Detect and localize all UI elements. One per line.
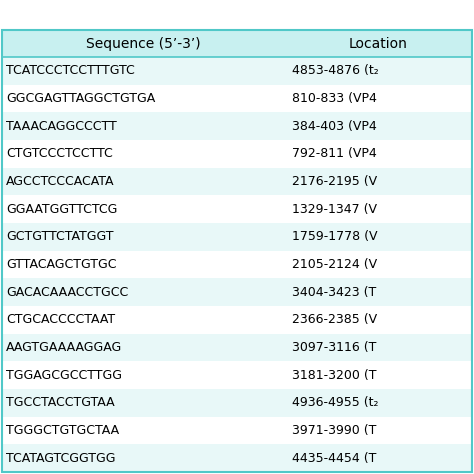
Text: TGGAGCGCCTTGG: TGGAGCGCCTTGG — [6, 369, 122, 382]
Bar — [2, 195, 472, 223]
Bar — [2, 223, 472, 251]
Text: Sequence (5’-3’): Sequence (5’-3’) — [86, 36, 201, 51]
Text: GACACAAACCTGCC: GACACAAACCTGCC — [6, 286, 128, 299]
Text: GGAATGGTTCTCG: GGAATGGTTCTCG — [6, 203, 118, 216]
Text: TAAACAGGCCCTT: TAAACAGGCCCTT — [6, 119, 117, 133]
Bar — [2, 251, 472, 278]
Text: 2366-2385 (V: 2366-2385 (V — [292, 313, 377, 326]
Bar — [2, 278, 472, 306]
Bar — [2, 361, 472, 389]
Text: Location: Location — [348, 36, 408, 51]
Text: 810-833 (VP4: 810-833 (VP4 — [292, 92, 377, 105]
Text: 3971-3990 (T: 3971-3990 (T — [292, 424, 376, 437]
Bar — [2, 30, 472, 57]
Text: TCATCCCTCCTTTGTC: TCATCCCTCCTTTGTC — [6, 64, 135, 77]
Text: AGCCTCCCACATA: AGCCTCCCACATA — [6, 175, 115, 188]
Bar — [2, 57, 472, 85]
Text: TGCCTACCTGTAA: TGCCTACCTGTAA — [6, 396, 115, 410]
Bar — [2, 168, 472, 195]
Text: TCATAGTCGGTGG: TCATAGTCGGTGG — [6, 452, 116, 465]
Text: GGCGAGTTAGGCTGTGA: GGCGAGTTAGGCTGTGA — [6, 92, 155, 105]
Text: CTGTCCCTCCTTC: CTGTCCCTCCTTC — [6, 147, 113, 160]
Text: TGGGCTGTGCTAA: TGGGCTGTGCTAA — [6, 424, 119, 437]
Text: 3181-3200 (T: 3181-3200 (T — [292, 369, 376, 382]
Text: GCTGTTCTATGGT: GCTGTTCTATGGT — [6, 230, 113, 243]
Text: 2176-2195 (V: 2176-2195 (V — [292, 175, 377, 188]
Bar — [2, 306, 472, 334]
Text: 4435-4454 (T: 4435-4454 (T — [292, 452, 376, 465]
Bar — [2, 334, 472, 361]
Bar — [2, 417, 472, 444]
Text: 3404-3423 (T: 3404-3423 (T — [292, 286, 376, 299]
Bar — [2, 112, 472, 140]
Text: 4853-4876 (t₂: 4853-4876 (t₂ — [292, 64, 379, 77]
Bar — [2, 389, 472, 417]
Text: 1759-1778 (V: 1759-1778 (V — [292, 230, 377, 243]
Text: GTTACAGCTGTGC: GTTACAGCTGTGC — [6, 258, 117, 271]
Bar — [2, 85, 472, 112]
Bar — [2, 444, 472, 472]
Text: 1329-1347 (V: 1329-1347 (V — [292, 203, 377, 216]
Text: 792-811 (VP4: 792-811 (VP4 — [292, 147, 377, 160]
Bar — [2, 140, 472, 168]
Text: 4936-4955 (t₂: 4936-4955 (t₂ — [292, 396, 379, 410]
Text: 2105-2124 (V: 2105-2124 (V — [292, 258, 377, 271]
Text: AAGTGAAAAGGAG: AAGTGAAAAGGAG — [6, 341, 122, 354]
Text: 3097-3116 (T: 3097-3116 (T — [292, 341, 376, 354]
Text: 384-403 (VP4: 384-403 (VP4 — [292, 119, 377, 133]
Text: CTGCACCCCTAAT: CTGCACCCCTAAT — [6, 313, 115, 326]
